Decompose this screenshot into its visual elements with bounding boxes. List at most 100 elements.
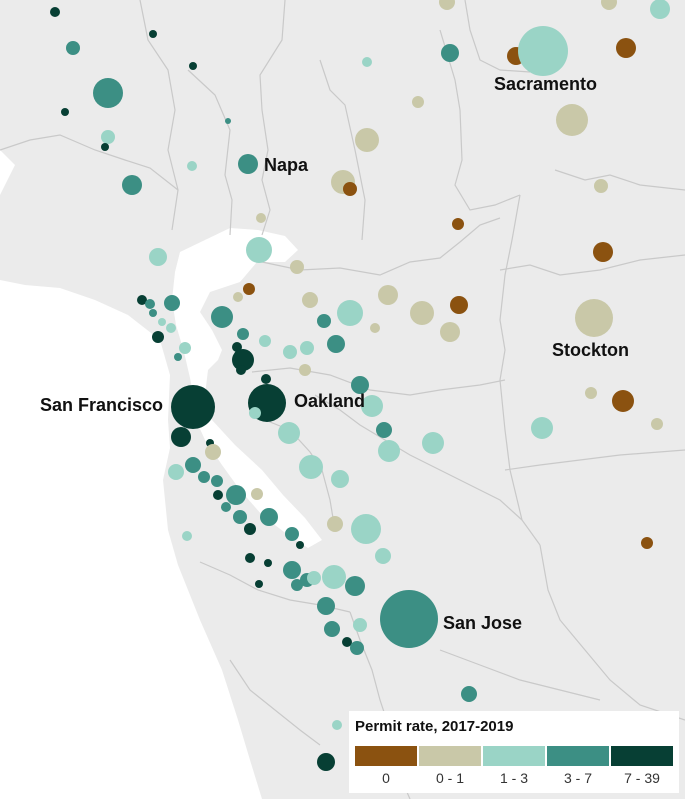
place-bubble[interactable] [101,130,115,144]
place-bubble[interactable] [61,108,69,116]
place-bubble[interactable] [285,527,299,541]
place-bubble[interactable] [189,62,197,70]
place-bubble[interactable] [350,641,364,655]
place-bubble[interactable] [376,422,392,438]
place-bubble[interactable] [302,292,318,308]
place-bubble[interactable] [187,161,197,171]
place-bubble[interactable] [174,353,182,361]
place-bubble[interactable] [317,597,335,615]
place-bubble[interactable] [251,488,263,500]
place-bubble[interactable] [380,590,438,648]
place-bubble[interactable] [361,395,383,417]
place-bubble[interactable] [225,118,231,124]
place-bubble[interactable] [232,342,242,352]
place-bubble[interactable] [243,283,255,295]
place-bubble[interactable] [355,128,379,152]
place-bubble[interactable] [149,248,167,266]
place-bubble[interactable] [351,514,381,544]
place-bubble[interactable] [412,96,424,108]
place-bubble[interactable] [378,285,398,305]
place-bubble[interactable] [261,374,271,384]
place-bubble[interactable] [290,260,304,274]
place-bubble[interactable] [256,213,266,223]
place-bubble[interactable] [594,179,608,193]
place-bubble[interactable] [332,720,342,730]
place-bubble[interactable] [324,621,340,637]
place-bubble[interactable] [255,580,263,588]
place-bubble[interactable] [585,387,597,399]
place-bubble[interactable] [249,407,261,419]
place-bubble[interactable] [452,218,464,230]
place-bubble[interactable] [531,417,553,439]
place-bubble[interactable] [149,309,157,317]
place-bubble[interactable] [362,57,372,67]
place-bubble[interactable] [299,364,311,376]
place-bubble[interactable] [650,0,670,19]
place-bubble[interactable] [461,686,477,702]
place-bubble[interactable] [245,553,255,563]
place-bubble[interactable] [612,390,634,412]
place-bubble[interactable] [66,41,80,55]
place-bubble[interactable] [137,295,147,305]
place-bubble[interactable] [353,618,367,632]
place-bubble[interactable] [211,475,223,487]
place-bubble[interactable] [641,537,653,549]
place-bubble[interactable] [182,531,192,541]
place-bubble[interactable] [450,296,468,314]
place-bubble[interactable] [375,548,391,564]
place-bubble[interactable] [260,508,278,526]
place-bubble[interactable] [342,637,352,647]
place-bubble[interactable] [171,427,191,447]
place-bubble[interactable] [205,444,221,460]
place-bubble[interactable] [164,295,180,311]
place-bubble[interactable] [122,175,142,195]
place-bubble[interactable] [145,299,155,309]
place-bubble[interactable] [246,237,272,263]
place-bubble[interactable] [299,455,323,479]
place-bubble[interactable] [518,26,568,76]
place-bubble[interactable] [158,318,166,326]
place-bubble[interactable] [283,561,301,579]
place-bubble[interactable] [101,143,109,151]
place-bubble[interactable] [322,565,346,589]
place-bubble[interactable] [278,422,300,444]
place-bubble[interactable] [331,470,349,488]
place-bubble[interactable] [616,38,636,58]
place-bubble[interactable] [575,299,613,337]
place-bubble[interactable] [337,300,363,326]
place-bubble[interactable] [238,154,258,174]
place-bubble[interactable] [300,341,314,355]
place-bubble[interactable] [439,0,455,10]
place-bubble[interactable] [179,342,191,354]
place-bubble[interactable] [351,376,369,394]
place-bubble[interactable] [651,418,663,430]
place-bubble[interactable] [343,182,357,196]
place-bubble[interactable] [291,579,303,591]
place-bubble[interactable] [378,440,400,462]
place-bubble[interactable] [211,306,233,328]
place-bubble[interactable] [93,78,123,108]
place-bubble[interactable] [601,0,617,10]
place-bubble[interactable] [593,242,613,262]
place-bubble[interactable] [168,464,184,480]
place-bubble[interactable] [441,44,459,62]
place-bubble[interactable] [149,30,157,38]
place-bubble[interactable] [307,571,321,585]
place-bubble[interactable] [370,323,380,333]
place-bubble[interactable] [296,541,304,549]
place-bubble[interactable] [317,753,335,771]
place-bubble[interactable] [232,349,254,371]
place-bubble[interactable] [317,314,331,328]
place-bubble[interactable] [236,365,246,375]
place-bubble[interactable] [264,559,272,567]
place-bubble[interactable] [556,104,588,136]
place-bubble[interactable] [185,457,201,473]
place-bubble[interactable] [233,510,247,524]
place-bubble[interactable] [198,471,210,483]
place-bubble[interactable] [259,335,271,347]
place-bubble[interactable] [345,576,365,596]
place-bubble[interactable] [221,502,231,512]
place-bubble[interactable] [410,301,434,325]
